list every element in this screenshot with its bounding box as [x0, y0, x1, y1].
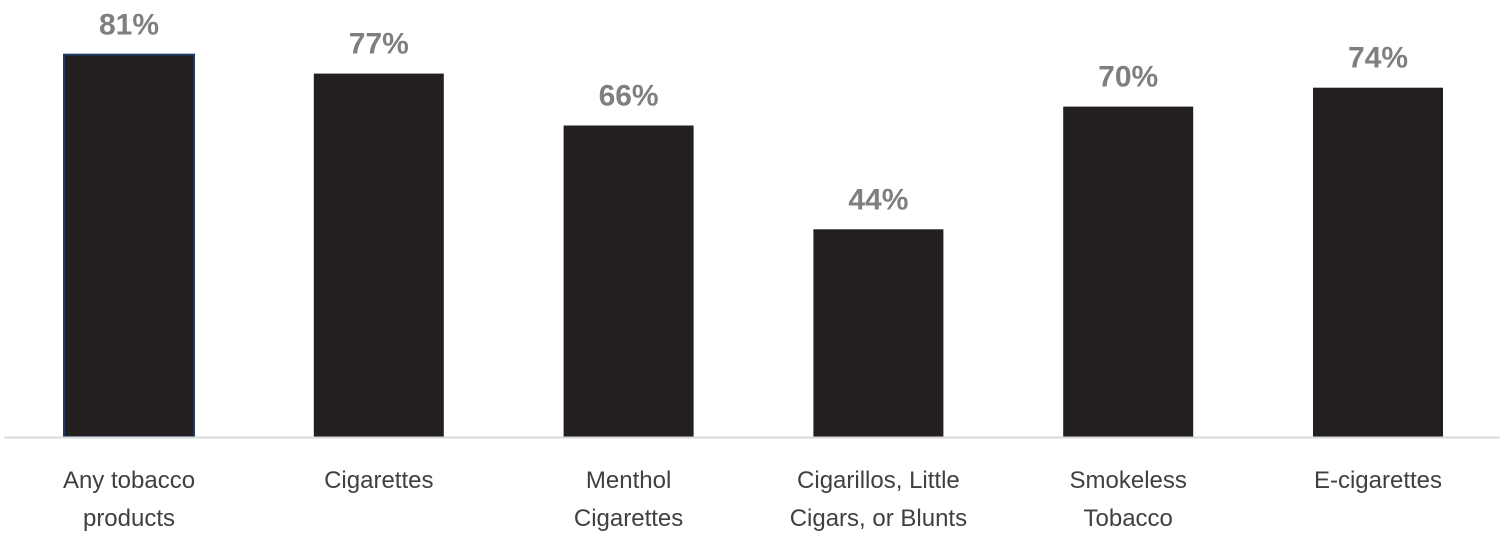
category-label-4-line-1: Cigarillos, Little [797, 467, 960, 494]
category-label-1-line-2: products [83, 505, 175, 532]
bars-layer [63, 53, 1443, 438]
bar-value-label-6: 74% [1348, 42, 1408, 75]
bar-4 [813, 229, 944, 437]
bar-5 [1063, 106, 1194, 437]
bar-6 [1313, 87, 1443, 437]
value-labels-layer: 81% 77% 66% 44% 70% 74% [99, 9, 1408, 217]
bar-value-label-5: 70% [1098, 61, 1158, 94]
bar-3 [563, 125, 694, 437]
category-label-3: Menthol Cigarettes [574, 467, 683, 532]
category-label-2: Cigarettes [324, 467, 433, 494]
bar-2 [313, 73, 444, 437]
bar-value-label-2: 77% [349, 28, 409, 61]
bar-1 [63, 53, 195, 438]
bar-value-label-3: 66% [599, 80, 659, 113]
category-label-1-line-1: Any tobacco [63, 467, 195, 494]
bar-value-label-1: 81% [99, 9, 159, 42]
category-label-6: E-cigarettes [1314, 467, 1442, 494]
category-label-5-line-2: Tobacco [1084, 505, 1173, 532]
category-labels-layer: Any tobacco products Cigarettes Menthol Ciga… [63, 467, 1442, 532]
category-label-4: Cigarillos, Little Cigars, or Blunts [790, 467, 967, 532]
category-label-1: Any tobacco products [63, 467, 195, 532]
category-label-4-line-2: Cigars, or Blunts [790, 505, 967, 532]
category-label-6-line-1: E-cigarettes [1314, 467, 1442, 494]
category-label-5-line-1: Smokeless [1070, 467, 1187, 494]
category-label-3-line-2: Cigarettes [574, 505, 683, 532]
category-label-3-line-1: Menthol [586, 467, 671, 494]
category-label-2-line-1: Cigarettes [324, 467, 433, 494]
bar-value-label-4: 44% [848, 183, 908, 216]
category-label-5: Smokeless Tobacco [1070, 467, 1187, 532]
